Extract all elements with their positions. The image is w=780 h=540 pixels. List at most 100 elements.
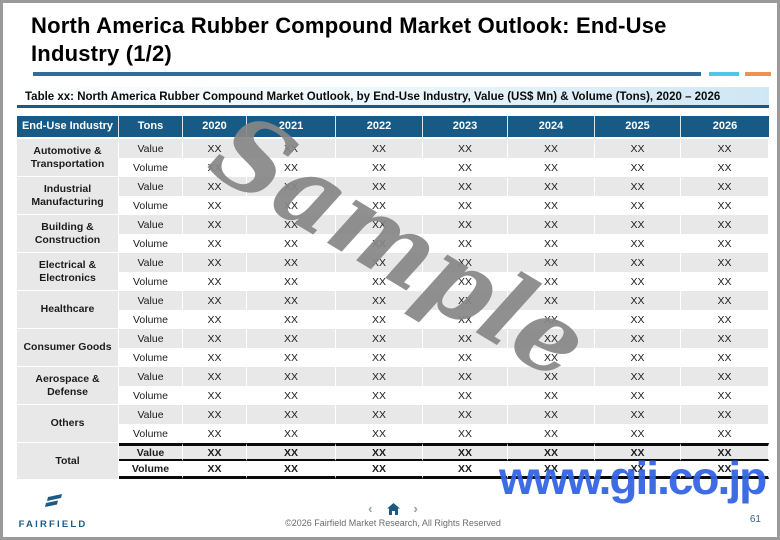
table-row: Volume XX XX XX XX XX XX XX [17, 461, 769, 479]
table-row: Volume XX XX XX XX XX XX XX [17, 272, 769, 291]
value-cell: XX [681, 158, 769, 177]
value-cell: XX [247, 424, 336, 443]
value-cell: XX [508, 234, 595, 253]
metric-cell: Volume [119, 234, 183, 253]
value-cell: XX [336, 443, 423, 461]
value-cell: XX [336, 310, 423, 329]
metric-cell: Value [119, 443, 183, 461]
metric-cell: Volume [119, 196, 183, 215]
value-cell: XX [247, 329, 336, 348]
value-cell: XX [595, 329, 681, 348]
metric-cell: Value [119, 177, 183, 196]
value-cell: XX [423, 461, 508, 479]
value-cell: XX [183, 234, 247, 253]
value-cell: XX [247, 291, 336, 310]
page-number: 61 [749, 514, 761, 525]
value-cell: XX [508, 443, 595, 461]
value-cell: XX [183, 386, 247, 405]
value-cell: XX [247, 177, 336, 196]
industry-label: Building & Construction [17, 215, 119, 253]
value-cell: XX [183, 443, 247, 461]
value-cell: XX [336, 196, 423, 215]
table-row: Total Value XX XX XX XX XX XX XX [17, 443, 769, 479]
table-row: Volume XX XX XX XX XX XX XX [17, 158, 769, 177]
value-cell: XX [681, 367, 769, 386]
value-cell: XX [595, 177, 681, 196]
value-cell: XX [423, 272, 508, 291]
value-cell: XX [595, 348, 681, 367]
table-header-row: End-Use Industry Tons 2020 2021 2022 2023 2024… [17, 116, 769, 139]
value-cell: XX [336, 291, 423, 310]
value-cell: XX [183, 177, 247, 196]
metric-cell: Volume [119, 272, 183, 291]
value-cell: XX [183, 424, 247, 443]
nav-next-button[interactable]: › [413, 501, 418, 516]
metric-cell: Volume [119, 348, 183, 367]
table-row: Volume XX XX XX XX XX XX XX [17, 386, 769, 405]
value-cell: XX [508, 461, 595, 479]
metric-cell: Volume [119, 386, 183, 405]
value-cell: XX [183, 329, 247, 348]
value-cell: XX [183, 461, 247, 479]
value-cell: XX [595, 139, 681, 158]
value-cell: XX [423, 196, 508, 215]
value-cell: XX [183, 291, 247, 310]
value-cell: XX [336, 253, 423, 272]
value-cell: XX [681, 443, 769, 461]
value-cell: XX [595, 367, 681, 386]
value-cell: XX [423, 291, 508, 310]
table-row: Healthcare Value XX XX XX XX XX XX XX [17, 291, 769, 329]
value-cell: XX [508, 139, 595, 158]
nav-prev-button[interactable]: ‹ [368, 501, 373, 516]
value-cell: XX [336, 461, 423, 479]
metric-cell: Value [119, 215, 183, 234]
metric-cell: Value [119, 253, 183, 272]
metric-cell: Volume [119, 424, 183, 443]
value-cell: XX [336, 386, 423, 405]
value-cell: XX [336, 234, 423, 253]
table-row: Others Value XX XX XX XX XX XX XX [17, 405, 769, 443]
value-cell: XX [336, 272, 423, 291]
industry-label: Others [17, 405, 119, 443]
value-cell: XX [681, 424, 769, 443]
value-cell: XX [595, 253, 681, 272]
value-cell: XX [247, 386, 336, 405]
value-cell: XX [423, 234, 508, 253]
value-cell: XX [183, 367, 247, 386]
metric-cell: Value [119, 291, 183, 310]
value-cell: XX [336, 424, 423, 443]
value-cell: XX [508, 386, 595, 405]
table-row: Volume XX XX XX XX XX XX XX [17, 196, 769, 215]
metric-cell: Value [119, 405, 183, 424]
value-cell: XX [681, 386, 769, 405]
value-cell: XX [595, 443, 681, 461]
value-cell: XX [247, 348, 336, 367]
value-cell: XX [681, 310, 769, 329]
value-cell: XX [247, 234, 336, 253]
value-cell: XX [336, 177, 423, 196]
title-divider-orange-dash [745, 72, 771, 76]
home-icon[interactable] [386, 503, 400, 515]
value-cell: XX [423, 348, 508, 367]
value-cell: XX [423, 405, 508, 424]
industry-label: Electrical & Electronics [17, 253, 119, 291]
value-cell: XX [508, 196, 595, 215]
industry-label: Healthcare [17, 291, 119, 329]
value-cell: XX [247, 461, 336, 479]
value-cell: XX [595, 196, 681, 215]
table-row: Consumer Goods Value XX XX XX XX XX XX XX [17, 329, 769, 367]
table-row: Aerospace & Defense Value XX XX XX XX XX XX XX [17, 367, 769, 405]
value-cell: XX [336, 348, 423, 367]
value-cell: XX [508, 348, 595, 367]
value-cell: XX [247, 443, 336, 461]
value-cell: XX [508, 367, 595, 386]
column-header-2025: 2025 [595, 116, 681, 139]
value-cell: XX [681, 177, 769, 196]
table-row: Industrial Manufacturing Value XX XX XX XX XX X… [17, 177, 769, 215]
column-header-end-use-industry: End-Use Industry [17, 116, 119, 139]
value-cell: XX [595, 291, 681, 310]
industry-label: Industrial Manufacturing [17, 177, 119, 215]
table-row: Volume XX XX XX XX XX XX XX [17, 234, 769, 253]
value-cell: XX [508, 158, 595, 177]
value-cell: XX [423, 253, 508, 272]
